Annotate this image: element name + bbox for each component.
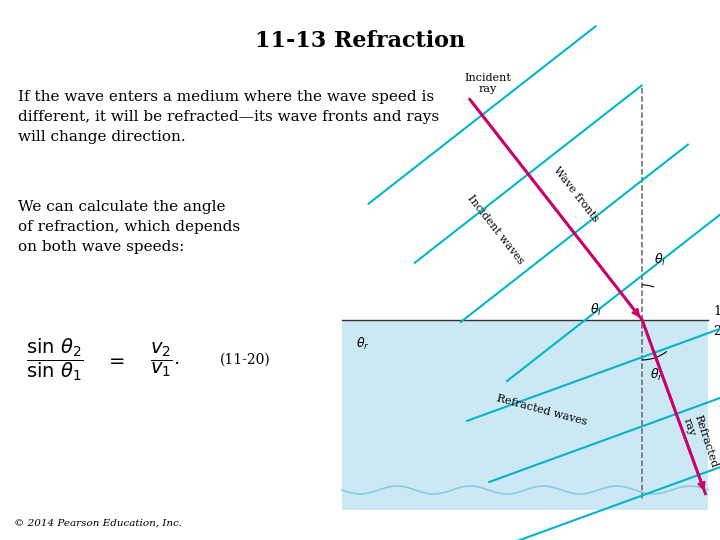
Text: 1: 1 xyxy=(713,306,720,319)
Text: $\theta_r$: $\theta_r$ xyxy=(356,336,369,352)
Text: will change direction.: will change direction. xyxy=(18,130,186,144)
Text: $\dfrac{\sin\,\theta_2}{\sin\,\theta_1}$: $\dfrac{\sin\,\theta_2}{\sin\,\theta_1}$ xyxy=(27,336,84,383)
Text: on both wave speeds:: on both wave speeds: xyxy=(18,240,184,254)
Text: Incident waves: Incident waves xyxy=(466,193,526,266)
Text: 11-13 Refraction: 11-13 Refraction xyxy=(255,30,465,52)
Text: We can calculate the angle: We can calculate the angle xyxy=(18,200,225,214)
Text: (11-20): (11-20) xyxy=(220,353,271,367)
Text: $\theta_i$: $\theta_i$ xyxy=(654,252,666,268)
Text: Refracted
ray: Refracted ray xyxy=(682,414,719,472)
Text: Wave fronts: Wave fronts xyxy=(552,165,600,224)
Text: different, it will be refracted—its wave fronts and rays: different, it will be refracted—its wave… xyxy=(18,110,439,124)
Text: If the wave enters a medium where the wave speed is: If the wave enters a medium where the wa… xyxy=(18,90,434,104)
Text: $=$: $=$ xyxy=(105,350,125,369)
Text: $\theta_r$: $\theta_r$ xyxy=(650,367,664,383)
Text: 2: 2 xyxy=(713,326,720,339)
Text: $\theta_i$: $\theta_i$ xyxy=(590,302,602,318)
Text: Refracted waves: Refracted waves xyxy=(496,393,588,427)
Text: Incident
ray: Incident ray xyxy=(464,73,511,94)
Bar xyxy=(342,320,708,510)
Text: © 2014 Pearson Education, Inc.: © 2014 Pearson Education, Inc. xyxy=(14,519,182,528)
Text: $\dfrac{v_2}{v_1}.$: $\dfrac{v_2}{v_1}.$ xyxy=(150,341,180,379)
Text: of refraction, which depends: of refraction, which depends xyxy=(18,220,240,234)
